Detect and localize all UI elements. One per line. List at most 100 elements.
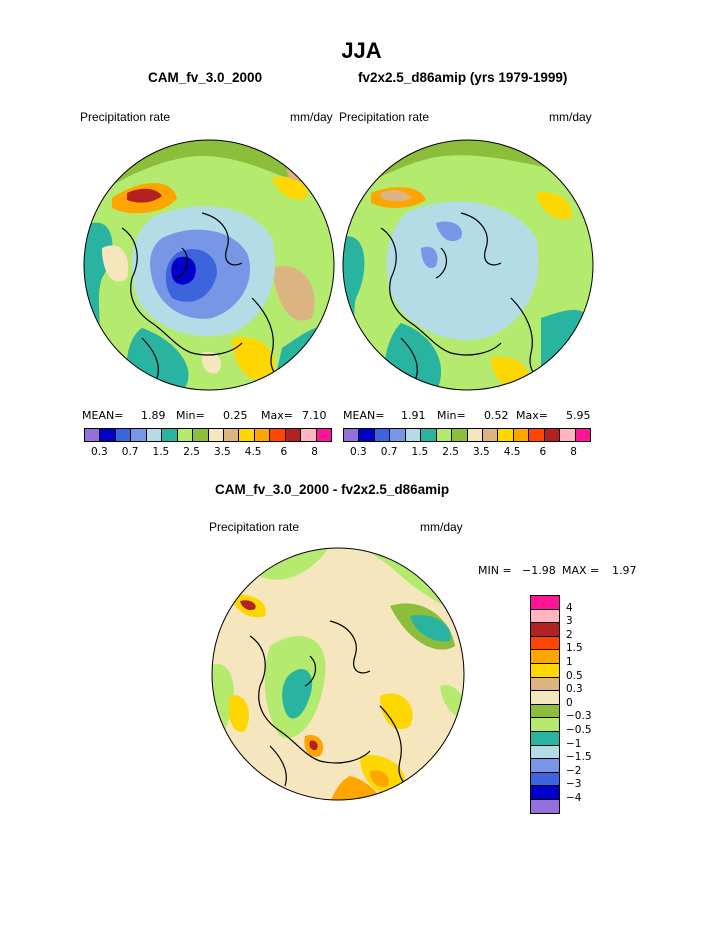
diff-units-label: mm/day — [420, 520, 463, 534]
colorbar-swatch — [390, 429, 406, 441]
colorbar-tick-label: 2.5 — [183, 446, 200, 458]
colorbar-swatch — [223, 429, 240, 441]
colorbar-swatch — [467, 429, 483, 441]
right-min-label: Min= — [437, 409, 466, 422]
left-polar-map — [83, 139, 335, 391]
colorbar-swatch — [531, 718, 559, 732]
left-mean-value: 1.89 — [141, 409, 166, 422]
colorbar-swatch — [531, 596, 559, 610]
colorbar-swatch — [421, 429, 437, 441]
right-mean-label: MEAN= — [343, 409, 385, 422]
colorbar-swatch — [531, 745, 559, 760]
colorbar-swatch — [513, 429, 530, 441]
colorbar-tick-label: −4 — [566, 792, 582, 804]
colorbar-swatch — [177, 429, 194, 441]
colorbar-tick-label: 0.3 — [566, 683, 583, 696]
colorbar-swatch — [531, 772, 559, 787]
colorbar-swatch — [162, 429, 178, 441]
colorbar-tick-label: 0.7 — [121, 446, 139, 458]
colorbar-tick-label: −1 — [566, 737, 582, 750]
left-colorbar — [84, 428, 332, 442]
colorbar-tick-label: 0 — [566, 696, 573, 709]
diff-colorbar — [530, 595, 560, 814]
diff-variable-label: Precipitation rate — [209, 520, 300, 534]
colorbar-swatch — [193, 429, 209, 441]
colorbar-swatch — [100, 429, 116, 441]
colorbar-swatch — [85, 429, 101, 441]
colorbar-swatch — [531, 650, 559, 664]
colorbar-tick-label: 6 — [539, 446, 547, 458]
left-variable-label: Precipitation rate — [80, 110, 171, 124]
colorbar-swatch — [285, 429, 302, 441]
colorbar-swatch — [498, 429, 514, 441]
colorbar-swatch — [531, 786, 559, 800]
colorbar-swatch — [531, 609, 559, 624]
colorbar-swatch — [254, 429, 271, 441]
right-polar-map — [342, 139, 594, 391]
right-min-value: 0.52 — [484, 409, 509, 422]
colorbar-tick-label: 1.5 — [566, 642, 583, 655]
colorbar-tick-label: 1.5 — [152, 446, 170, 458]
colorbar-tick-label: 8 — [311, 446, 318, 458]
diff-max-label: MAX = — [562, 564, 600, 577]
colorbar-swatch — [531, 636, 559, 651]
colorbar-swatch — [482, 429, 499, 441]
colorbar-swatch — [531, 663, 559, 678]
right-max-label: Max= — [516, 409, 548, 422]
left-panel-subtitle: CAM_fv_3.0_2000 — [148, 70, 263, 85]
colorbar-swatch — [531, 731, 559, 746]
colorbar-tick-label: 2.5 — [442, 446, 459, 458]
left-max-value: 7.10 — [302, 409, 327, 422]
colorbar-tick-label: 3 — [566, 615, 573, 628]
left-min-value: 0.25 — [223, 409, 248, 422]
colorbar-swatch — [301, 429, 317, 441]
colorbar-tick-label: 4.5 — [244, 446, 262, 458]
colorbar-tick-label: 4 — [566, 601, 573, 614]
right-units-label: mm/day — [549, 110, 592, 124]
colorbar-swatch — [344, 429, 360, 441]
right-panel-subtitle: fv2x2.5_d86amip (yrs 1979-1999) — [358, 70, 568, 85]
colorbar-tick-label: −3 — [566, 778, 582, 791]
right-colorbar — [343, 428, 591, 442]
left-max-label: Max= — [261, 409, 293, 422]
colorbar-swatch — [529, 429, 545, 441]
colorbar-tick-label: 0.5 — [566, 669, 583, 682]
colorbar-swatch — [359, 429, 375, 441]
colorbar-swatch — [531, 759, 559, 773]
diff-panel-subtitle: CAM_fv_3.0_2000 - fv2x2.5_d86amip — [215, 482, 450, 497]
colorbar-tick-label: −2 — [566, 764, 582, 777]
left-min-label: Min= — [176, 409, 205, 422]
colorbar-tick-label: 2 — [566, 628, 573, 641]
colorbar-tick-label: 8 — [570, 446, 577, 458]
colorbar-tick-label: 3.5 — [214, 446, 231, 458]
colorbar-tick-label: 3.5 — [473, 446, 490, 458]
colorbar-swatch — [452, 429, 468, 441]
colorbar-tick-label: 4.5 — [503, 446, 521, 458]
colorbar-swatch — [405, 429, 422, 441]
colorbar-swatch — [531, 799, 559, 813]
diff-min-label: MIN = — [478, 564, 512, 577]
colorbar-swatch — [131, 429, 147, 441]
right-max-value: 5.95 — [566, 409, 591, 422]
page-title: JJA — [341, 38, 382, 63]
right-variable-label: Precipitation rate — [339, 110, 430, 124]
diff-polar-map — [211, 547, 465, 801]
colorbar-swatch — [208, 429, 224, 441]
colorbar-swatch — [531, 623, 559, 637]
right-mean-value: 1.91 — [401, 409, 426, 422]
colorbar-tick-label: −0.3 — [566, 710, 592, 723]
colorbar-swatch — [316, 429, 331, 441]
colorbar-tick-label: −1.5 — [566, 751, 592, 764]
colorbar-tick-label: 0.3 — [91, 446, 108, 458]
colorbar-swatch — [544, 429, 561, 441]
colorbar-swatch — [115, 429, 132, 441]
colorbar-swatch — [436, 429, 453, 441]
colorbar-tick-label: 1.5 — [411, 446, 429, 458]
colorbar-swatch — [531, 691, 559, 705]
colorbar-tick-label: 0.3 — [350, 446, 367, 458]
colorbar-swatch — [239, 429, 255, 441]
colorbar-swatch — [374, 429, 391, 441]
diff-min-value: −1.98 — [522, 564, 556, 577]
colorbar-swatch — [575, 429, 590, 441]
left-mean-label: MEAN= — [82, 409, 124, 422]
